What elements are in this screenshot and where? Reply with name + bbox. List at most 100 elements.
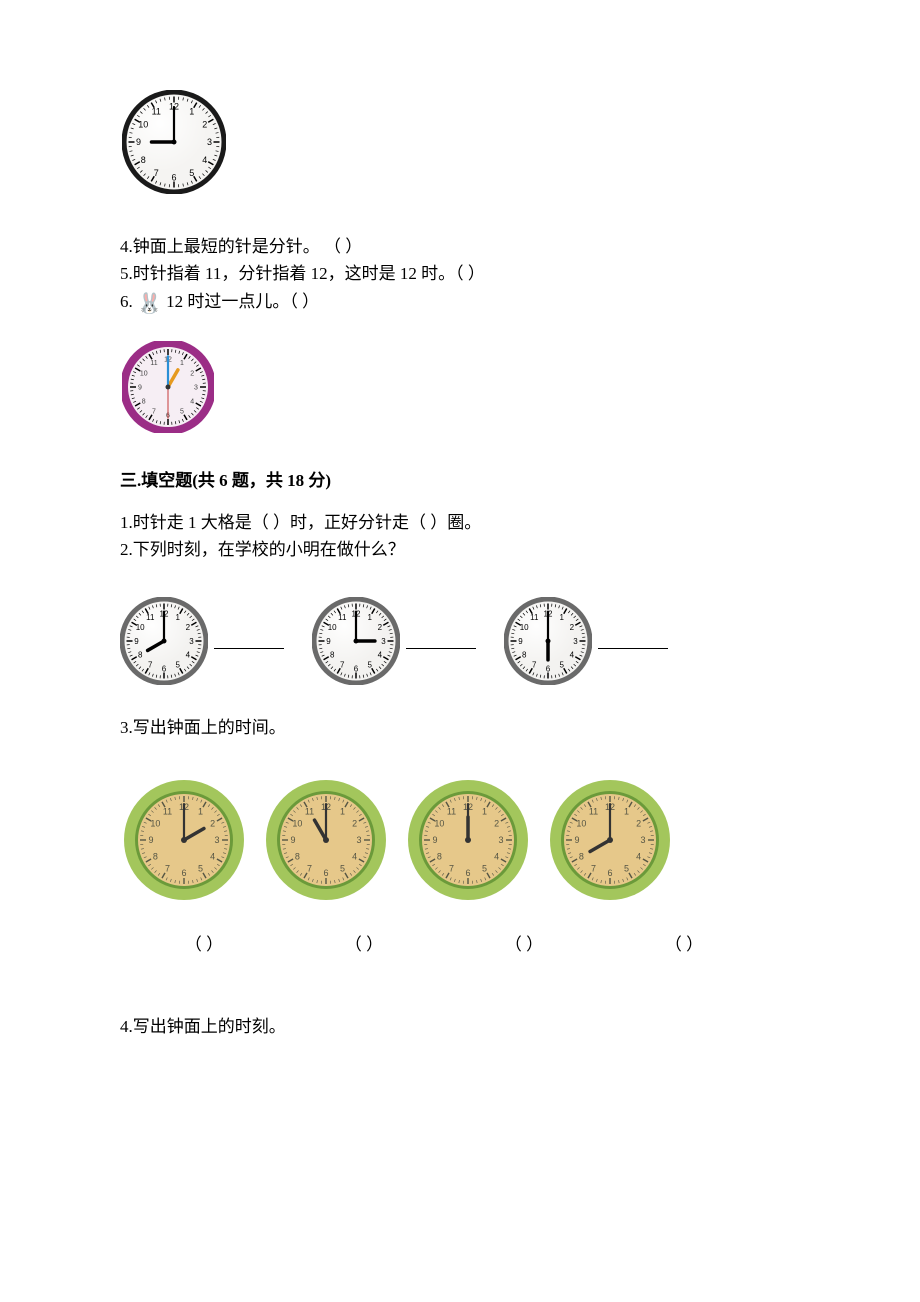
svg-text:1: 1 [189,106,194,116]
svg-text:11: 11 [338,612,347,621]
paren-3[interactable]: （ ） [464,932,584,958]
paren-2[interactable]: （ ） [304,932,424,958]
paren-4[interactable]: （ ） [624,932,744,958]
svg-text:1: 1 [560,612,565,621]
svg-text:8: 8 [437,852,442,862]
svg-text:10: 10 [140,370,148,377]
svg-text:7: 7 [449,864,454,874]
green-clock-8: 121234567891011 [546,776,674,904]
svg-text:3: 3 [381,636,386,645]
svg-text:9: 9 [432,835,437,845]
svg-text:5: 5 [482,864,487,874]
svg-text:1: 1 [198,807,203,817]
svg-text:4: 4 [202,155,207,165]
clock-svg-9oclock: 121234567891011 [122,90,226,194]
question-5: 5.时针指着 11，分针指着 12，这时是 12 时。（ ） [120,261,800,287]
svg-text:5: 5 [180,408,184,415]
svg-text:10: 10 [292,819,302,829]
svg-text:3: 3 [498,835,503,845]
svg-text:10: 10 [150,819,160,829]
blank-1[interactable] [214,632,284,649]
svg-text:11: 11 [447,807,456,817]
question-6-prefix: 6. [120,292,133,311]
svg-text:11: 11 [163,807,172,817]
clock-q3: 121234567891011 [122,90,800,202]
svg-text:10: 10 [520,623,529,632]
svg-text:10: 10 [138,119,148,129]
svg-text:3: 3 [189,636,194,645]
clock-3oclock: 121234567891011 [312,597,400,685]
svg-text:1: 1 [482,807,487,817]
svg-text:2: 2 [570,623,575,632]
svg-text:7: 7 [154,168,159,178]
svg-text:5: 5 [198,864,203,874]
svg-text:7: 7 [532,660,537,669]
clock-6oclock: 121234567891011 [504,597,592,685]
svg-text:7: 7 [340,660,345,669]
blank-3[interactable] [598,632,668,649]
question-6-text: 12 时过一点儿。（ ） [166,292,319,311]
svg-text:9: 9 [138,384,142,391]
svg-text:4: 4 [210,852,215,862]
question-4: 4.钟面上最短的针是分针。 （ ） [120,234,800,260]
svg-text:5: 5 [624,864,629,874]
svg-text:4: 4 [636,852,641,862]
svg-text:3: 3 [194,384,198,391]
green-clock-row: 121234567891011 121234567891011 12123456… [120,776,800,904]
svg-text:4: 4 [494,852,499,862]
svg-text:9: 9 [148,835,153,845]
rabbit-icon: 🐰 [137,293,162,315]
svg-text:1: 1 [180,360,184,367]
svg-text:9: 9 [326,636,331,645]
answer-parens-row: （ ） （ ） （ ） （ ） [144,932,800,958]
green-clock-11: 121234567891011 [262,776,390,904]
svg-text:7: 7 [307,864,312,874]
svg-text:5: 5 [176,660,181,669]
svg-text:11: 11 [146,612,155,621]
svg-text:6: 6 [171,173,176,183]
svg-text:10: 10 [576,819,586,829]
svg-text:3: 3 [640,835,645,845]
svg-text:4: 4 [352,852,357,862]
svg-text:6: 6 [162,664,167,673]
question-3-4: 4.写出钟面上的时刻。 [120,1014,800,1040]
svg-text:2: 2 [210,819,215,829]
svg-text:7: 7 [165,864,170,874]
clock-item-3: 121234567891011 [504,597,668,685]
svg-text:2: 2 [190,370,194,377]
svg-text:6: 6 [465,868,470,878]
svg-text:9: 9 [574,835,579,845]
question-3-3: 3.写出钟面上的时间。 [120,715,800,741]
svg-text:5: 5 [560,660,565,669]
paren-1[interactable]: （ ） [144,932,264,958]
svg-text:11: 11 [152,106,161,116]
svg-text:1: 1 [624,807,629,817]
svg-text:8: 8 [138,650,143,659]
svg-text:8: 8 [142,398,146,405]
svg-text:2: 2 [636,819,641,829]
svg-text:5: 5 [368,660,373,669]
svg-text:3: 3 [356,835,361,845]
clock-svg-purple: 121234567891011 [122,341,214,433]
svg-text:8: 8 [522,650,527,659]
section-3-title: 三.填空题(共 6 题，共 18 分) [120,468,800,494]
svg-text:1: 1 [340,807,345,817]
svg-text:5: 5 [189,168,194,178]
svg-text:11: 11 [589,807,598,817]
svg-text:8: 8 [330,650,335,659]
svg-text:8: 8 [141,155,146,165]
blank-2[interactable] [406,632,476,649]
svg-text:9: 9 [290,835,295,845]
clock-item-2: 121234567891011 [312,597,476,685]
question-6: 6. 🐰 12 时过一点儿。（ ） [120,289,800,319]
svg-text:3: 3 [207,137,212,147]
svg-text:10: 10 [328,623,337,632]
svg-text:9: 9 [134,636,139,645]
svg-text:2: 2 [352,819,357,829]
svg-text:5: 5 [340,864,345,874]
clock-8oclock: 121234567891011 [120,597,208,685]
svg-text:2: 2 [378,623,383,632]
svg-text:2: 2 [494,819,499,829]
svg-text:7: 7 [152,408,156,415]
svg-text:8: 8 [295,852,300,862]
